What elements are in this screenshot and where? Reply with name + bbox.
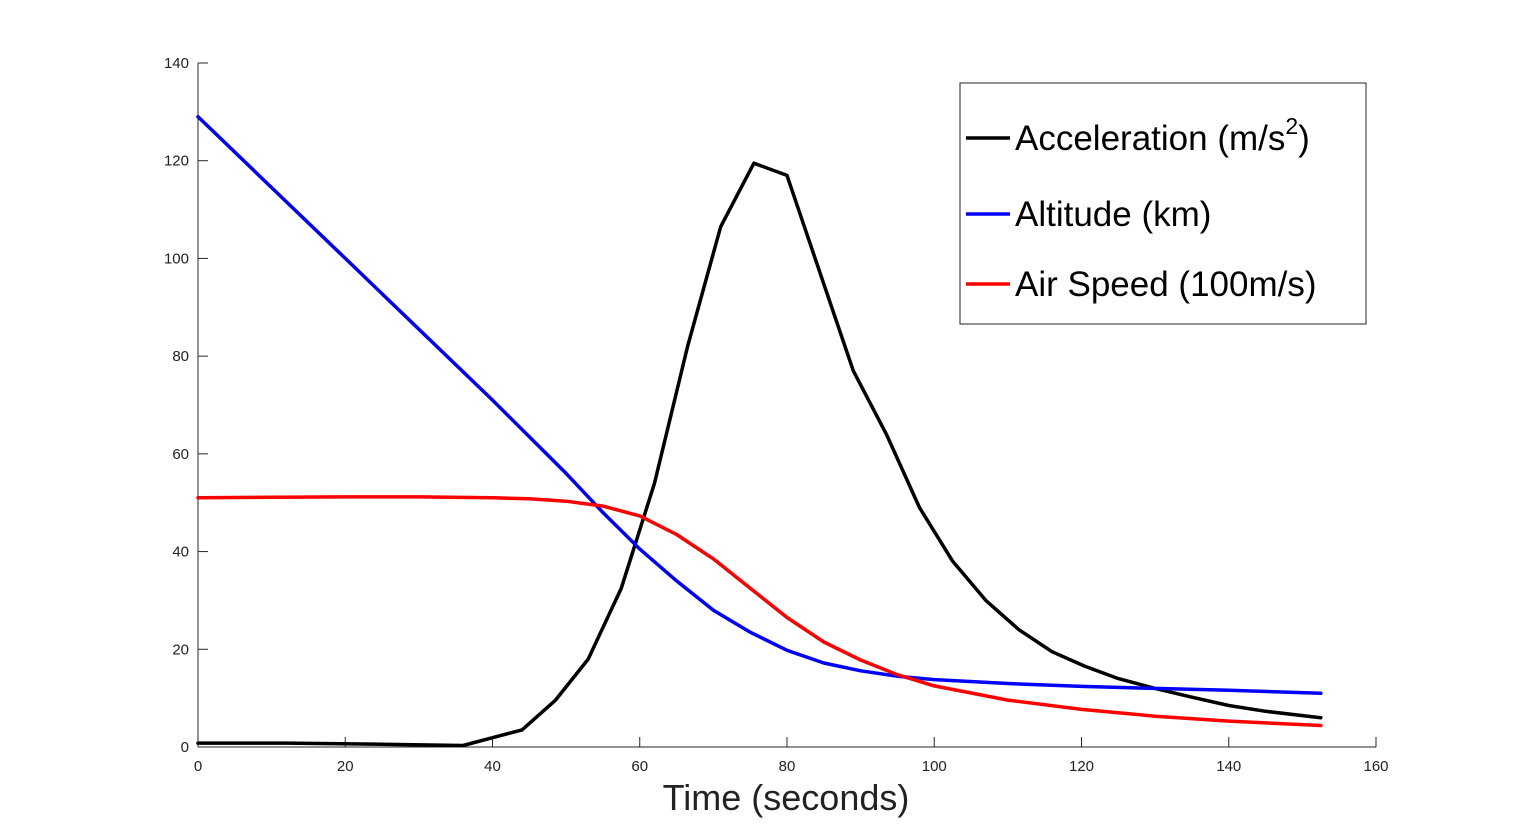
x-tick-label: 60	[631, 758, 648, 775]
x-tick-label: 120	[1069, 758, 1094, 775]
y-tick-label: 20	[172, 641, 189, 658]
x-tick-label: 20	[337, 758, 354, 775]
legend-label-air-speed: Air Speed (100m/s)	[1015, 265, 1317, 304]
axes: 0 20 40 60 80 100 120 140 160 0 20 40 60 80 100 120 140	[164, 55, 1389, 775]
legend: Acceleration (m/s2) Altitude (km) Air Spee…	[959, 82, 1367, 325]
y-tick-label: 60	[172, 446, 189, 463]
x-tick-label: 100	[922, 758, 947, 775]
x-tick-label: 0	[194, 758, 202, 775]
series-lines	[196, 114, 1323, 748]
series-line-altitude	[196, 114, 1323, 696]
y-tick-label: 40	[172, 544, 189, 561]
x-tick-label: 140	[1216, 758, 1241, 775]
x-tick-label: 80	[779, 758, 796, 775]
legend-label-altitude: Altitude (km)	[1015, 195, 1211, 234]
series-line-acceleration	[196, 161, 1323, 748]
legend-label-acceleration: Acceleration (m/s2)	[1015, 113, 1310, 158]
x-tick-label: 40	[484, 758, 501, 775]
y-tick-label: 100	[164, 250, 189, 267]
x-axis-title: Time (seconds)	[663, 777, 910, 818]
y-tick-label: 140	[164, 55, 189, 72]
series-line-air-speed	[196, 495, 1323, 728]
y-tick-label: 80	[172, 348, 189, 365]
y-tick-label: 120	[164, 153, 189, 170]
y-tick-label: 0	[181, 739, 189, 756]
x-tick-label: 160	[1363, 758, 1388, 775]
legend-box	[959, 82, 1367, 325]
